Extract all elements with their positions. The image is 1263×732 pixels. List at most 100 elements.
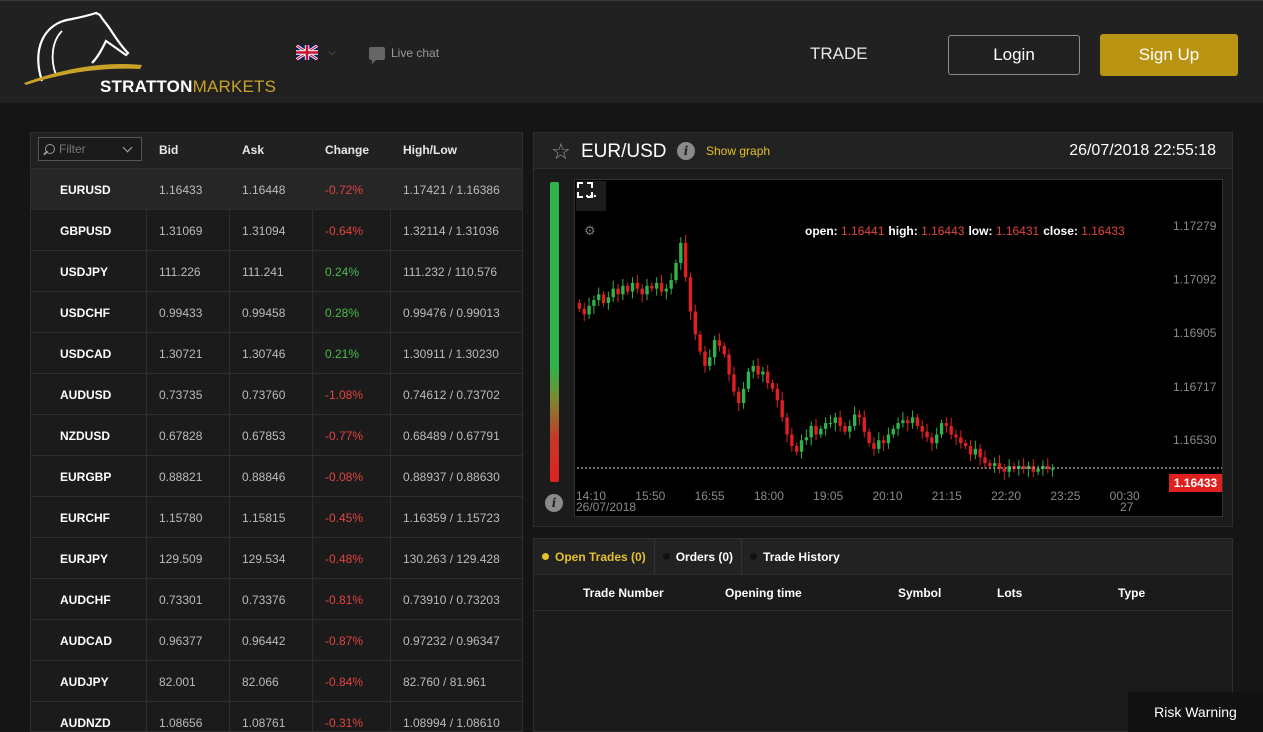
- candle-body: [1046, 465, 1050, 469]
- candle-body: [1012, 465, 1016, 469]
- price-chart[interactable]: 1.17279 1.17092 1.16905 1.16717 1.16530 14:10…: [574, 179, 1223, 517]
- quote-row[interactable]: EURUSD 1.16433 1.16448 -0.72% 1.17421 / 1.16…: [31, 169, 522, 210]
- show-graph-link[interactable]: Show graph: [706, 144, 771, 158]
- last-price-tag: 1.16433: [1169, 474, 1222, 492]
- quote-highlow: 0.88937 / 0.88630: [403, 470, 500, 484]
- quote-row[interactable]: EURJPY 129.509 129.534 -0.48% 130.263 / 129.…: [31, 538, 522, 579]
- quote-bid: 1.15780: [159, 511, 203, 525]
- x-tick-label: 21:15: [932, 489, 962, 503]
- fullscreen-icon[interactable]: [575, 180, 595, 200]
- live-chat-link[interactable]: Live chat: [369, 46, 440, 64]
- quote-symbol: EURJPY: [60, 552, 109, 566]
- low-value: 1.16431: [995, 224, 1040, 238]
- quote-row[interactable]: AUDUSD 0.73735 0.73760 -1.08% 0.74612 / 0.73…: [31, 374, 522, 415]
- quote-row[interactable]: USDCHF 0.99433 0.99458 0.28% 0.99476 / 0.990…: [31, 292, 522, 333]
- column-header-ask[interactable]: Ask: [242, 143, 265, 157]
- quote-ask: 0.99458: [242, 306, 286, 320]
- column-header-type[interactable]: Type: [1118, 586, 1146, 600]
- quote-highlow: 82.760 / 81.961: [403, 675, 487, 689]
- quote-change: -0.72%: [325, 183, 364, 197]
- quote-change: -0.77%: [325, 429, 364, 443]
- quote-bid: 1.30721: [159, 347, 203, 361]
- quote-symbol: NZDUSD: [60, 429, 110, 443]
- quote-bid: 1.08656: [159, 716, 203, 730]
- open-label: open:: [805, 224, 838, 238]
- language-selector[interactable]: ⌵: [296, 45, 336, 60]
- candle-body: [582, 308, 586, 315]
- filter-dropdown[interactable]: Filter: [38, 137, 142, 161]
- quote-row[interactable]: AUDCAD 0.96377 0.96442 -0.87% 0.97232 / 0.96…: [31, 620, 522, 661]
- candle-body: [959, 437, 963, 444]
- candle-body: [577, 302, 582, 309]
- stratton-logo[interactable]: STRATTONMARKETS: [22, 11, 276, 99]
- info-icon[interactable]: i: [677, 142, 695, 160]
- logo-secondary: MARKETS: [192, 77, 277, 96]
- column-header-symbol[interactable]: Symbol: [898, 586, 942, 600]
- quote-row[interactable]: USDCAD 1.30721 1.30746 0.21% 1.30911 / 1.302…: [31, 333, 522, 374]
- signup-button[interactable]: Sign Up: [1100, 34, 1238, 76]
- candle-body: [910, 417, 915, 424]
- candle-body: [751, 365, 755, 372]
- quote-row[interactable]: NZDUSD 0.67828 0.67853 -0.77% 0.68489 / 0.67…: [31, 415, 522, 456]
- candle-body: [727, 354, 731, 375]
- pair-title: EUR/USD: [581, 141, 667, 162]
- uk-flag-icon: [296, 45, 318, 60]
- x-tick-sublabel: 27: [1120, 500, 1134, 514]
- quote-highlow: 1.17421 / 1.16386: [403, 183, 500, 197]
- candle-body: [722, 345, 726, 355]
- candle-body: [988, 463, 992, 466]
- column-header-highlow[interactable]: High/Low: [403, 143, 457, 157]
- candle-body: [683, 242, 688, 278]
- candle-body: [963, 443, 968, 446]
- column-divider: [146, 133, 147, 731]
- quote-row[interactable]: AUDCHF 0.73301 0.73376 -0.81% 0.73910 / 0.73…: [31, 579, 522, 620]
- quote-change: -0.08%: [325, 470, 364, 484]
- quote-symbol: AUDJPY: [60, 675, 109, 689]
- chevron-down-icon: ⌵: [328, 47, 336, 58]
- quote-change: -0.45%: [325, 511, 364, 525]
- candle-body: [766, 371, 770, 384]
- quote-row[interactable]: AUDNZD 1.08656 1.08761 -0.31% 1.08994 / 1.08…: [31, 702, 522, 731]
- candlestick-chart: 1.17279 1.17092 1.16905 1.16717 1.16530 14:10…: [576, 219, 1222, 514]
- high-value: 1.16443: [921, 224, 965, 238]
- live-chat-label: Live chat: [391, 46, 440, 60]
- tab-orders[interactable]: Orders (0): [655, 539, 743, 574]
- quote-bid: 1.31069: [159, 224, 203, 238]
- quote-ask: 1.30746: [242, 347, 286, 361]
- login-button[interactable]: Login: [948, 35, 1080, 75]
- quote-bid: 129.509: [159, 552, 203, 566]
- column-header-opening-time[interactable]: Opening time: [725, 586, 802, 600]
- column-header-change[interactable]: Change: [325, 143, 370, 157]
- risk-warning-button[interactable]: Risk Warning: [1128, 692, 1263, 732]
- candle-body: [712, 340, 717, 358]
- candle-body: [611, 288, 615, 298]
- candle-body: [635, 282, 640, 289]
- candle-body: [679, 242, 683, 263]
- quote-row[interactable]: EURCHF 1.15780 1.15815 -0.45% 1.16359 / 1.15…: [31, 497, 522, 538]
- candle-body: [828, 423, 833, 425]
- trades-panel: Open Trades (0) Orders (0) Trade History…: [533, 538, 1233, 732]
- quote-row[interactable]: EURGBP 0.88821 0.88846 -0.08% 0.88937 / 0.88…: [31, 456, 522, 497]
- column-header-trade-number[interactable]: Trade Number: [583, 586, 664, 600]
- gear-icon[interactable]: ⚙: [584, 223, 596, 238]
- candle-body: [664, 288, 669, 292]
- quote-row[interactable]: GBPUSD 1.31069 1.31094 -0.64% 1.32114 / 1.31…: [31, 210, 522, 251]
- tab-trade-history[interactable]: Trade History: [742, 539, 848, 574]
- quote-highlow: 1.30911 / 1.30230: [403, 347, 499, 361]
- tab-open-trades[interactable]: Open Trades (0): [534, 539, 655, 574]
- favorite-star-icon[interactable]: ☆: [551, 139, 571, 164]
- quotes-table: Filter Bid Ask Change High/Low EURUSD 1.1…: [30, 132, 523, 732]
- quote-ask: 111.241: [242, 265, 284, 279]
- quotes-header: Filter Bid Ask Change High/Low: [31, 133, 522, 169]
- column-header-bid[interactable]: Bid: [159, 143, 179, 157]
- candle-body: [1026, 465, 1031, 469]
- candle-body: [915, 417, 920, 426]
- quote-row[interactable]: AUDJPY 82.001 82.066 -0.84% 82.760 / 81.961: [31, 661, 522, 702]
- nav-trade[interactable]: TRADE: [810, 44, 868, 63]
- sentiment-info-icon[interactable]: i: [545, 494, 563, 512]
- column-header-lots[interactable]: Lots: [997, 586, 1023, 600]
- candle-body: [799, 440, 804, 452]
- quote-row[interactable]: USDJPY 111.226 111.241 0.24% 111.232 / 110.5…: [31, 251, 522, 292]
- candle-body: [688, 277, 693, 312]
- quote-symbol: AUDCAD: [60, 634, 112, 648]
